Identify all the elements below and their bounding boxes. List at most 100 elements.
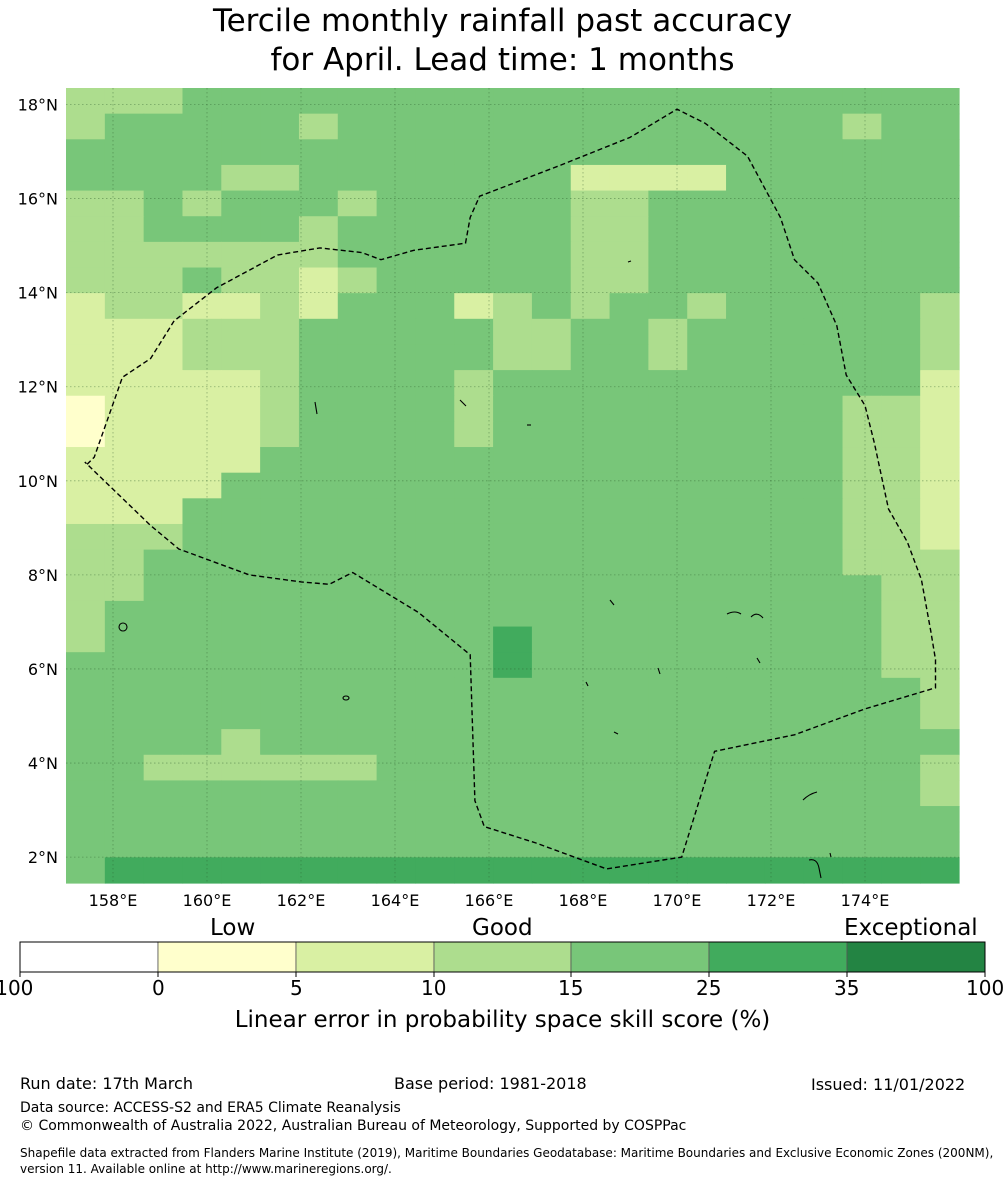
skill-cell	[298, 421, 339, 448]
skill-cell	[415, 652, 455, 679]
skill-cell	[531, 523, 572, 551]
skill-cell	[260, 831, 300, 858]
skill-cell	[609, 806, 649, 833]
skill-cell	[493, 857, 533, 884]
skill-cell	[454, 395, 494, 422]
skill-cell	[415, 190, 455, 217]
skill-cell	[298, 318, 339, 346]
skill-cell	[842, 216, 882, 243]
skill-cell	[454, 703, 494, 730]
skill-cell	[376, 857, 417, 884]
skill-cell	[143, 780, 184, 807]
skill-cell	[687, 857, 727, 884]
skill-cell	[570, 164, 611, 192]
skill-cell	[803, 139, 844, 166]
skill-cell	[764, 780, 805, 807]
skill-cell	[920, 523, 960, 551]
skill-cell	[881, 600, 921, 628]
skill-cell	[726, 267, 766, 294]
skill-cell	[337, 293, 378, 320]
skill-cell	[803, 164, 844, 192]
skill-cell	[493, 293, 533, 320]
skill-cell	[687, 241, 727, 269]
skill-cell	[531, 344, 572, 371]
skill-cell	[687, 498, 727, 525]
skill-cell	[687, 600, 727, 628]
skill-cell	[648, 575, 688, 602]
skill-cell	[143, 806, 184, 833]
skill-cell	[531, 600, 572, 628]
skill-cell	[66, 677, 106, 705]
skill-cell	[104, 241, 145, 269]
skill-cell	[337, 472, 378, 499]
skill-cell	[493, 652, 533, 679]
skill-cell	[570, 703, 611, 730]
skill-cell	[842, 241, 882, 269]
skill-cell	[570, 523, 611, 551]
eez-boundary	[84, 108, 937, 870]
longitude-label: 168°E	[559, 891, 608, 910]
skill-cell	[143, 857, 184, 884]
skill-cell	[726, 370, 766, 397]
skill-cell	[764, 729, 805, 756]
skill-cell	[920, 498, 960, 525]
skill-cell	[143, 549, 184, 576]
skill-cell	[531, 293, 572, 320]
skill-cell	[726, 780, 766, 807]
skill-cell	[493, 421, 533, 448]
island-coastline	[808, 859, 822, 879]
skill-cell	[687, 626, 727, 653]
skill-cell	[920, 472, 960, 499]
skill-cell	[881, 652, 921, 679]
skill-cell	[726, 626, 766, 653]
island-coastline	[657, 667, 661, 675]
skill-cell	[764, 113, 805, 140]
skill-cell	[609, 190, 649, 217]
longitude-label: 160°E	[183, 891, 232, 910]
skill-cell	[687, 549, 727, 576]
skill-cell	[920, 395, 960, 422]
skill-cell	[570, 806, 611, 833]
skill-cell	[531, 677, 572, 705]
skill-cell	[726, 293, 766, 320]
skill-cell	[726, 857, 766, 884]
skill-cell	[415, 831, 455, 858]
colorbar-tick-label: 25	[696, 976, 722, 1000]
skill-cell	[570, 626, 611, 653]
skill-cell	[726, 344, 766, 371]
skill-cell	[454, 549, 494, 576]
skill-cell	[104, 575, 145, 602]
skill-cell	[493, 549, 533, 576]
skill-cell	[415, 164, 455, 192]
skill-cell	[454, 857, 494, 884]
skill-cell	[66, 857, 106, 884]
skill-cell	[570, 395, 611, 422]
skill-cell	[920, 370, 960, 397]
skill-cell	[570, 498, 611, 525]
skill-cell	[337, 523, 378, 551]
skill-cell	[454, 88, 494, 115]
skill-cell	[842, 754, 882, 782]
skill-cell	[803, 190, 844, 217]
skill-cell	[493, 780, 533, 807]
skill-cell	[648, 498, 688, 525]
skill-cell	[298, 293, 339, 320]
skill-cell	[454, 344, 494, 371]
skill-cell	[570, 216, 611, 243]
skill-cell	[104, 190, 145, 217]
skill-cell	[920, 216, 960, 243]
skill-cell	[493, 447, 533, 474]
skill-cell	[143, 498, 184, 525]
skill-cell	[337, 626, 378, 653]
skill-cell	[881, 139, 921, 166]
skill-cell	[881, 190, 921, 217]
skill-cell	[803, 293, 844, 320]
skill-cell	[803, 729, 844, 756]
skill-cell	[415, 806, 455, 833]
skill-cell	[143, 395, 184, 422]
skill-cell	[570, 241, 611, 269]
skill-cell	[764, 370, 805, 397]
skill-cell	[803, 652, 844, 679]
skill-cell	[415, 703, 455, 730]
skill-cell	[415, 523, 455, 551]
